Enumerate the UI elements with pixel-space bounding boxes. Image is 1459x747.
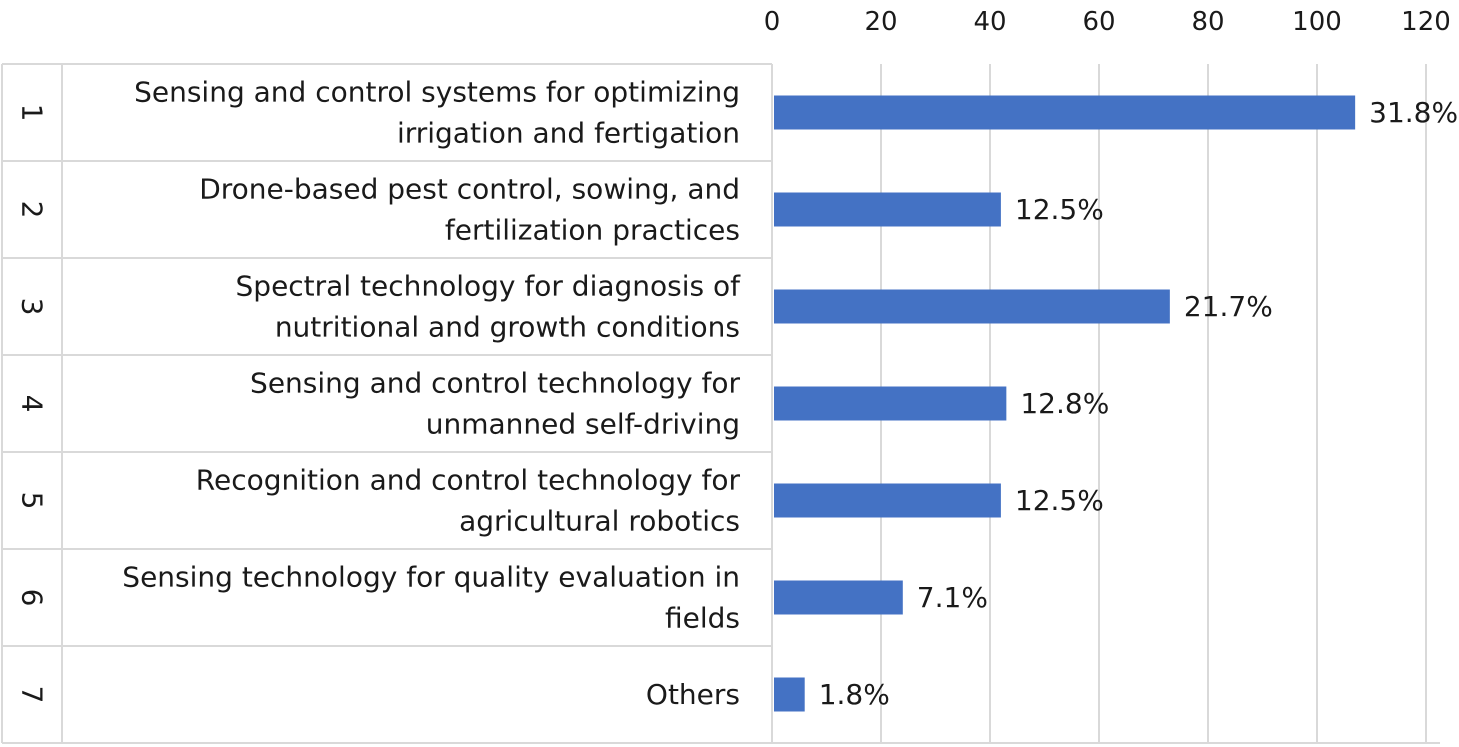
x-tick-label-80: 80: [1191, 7, 1224, 37]
category-label-3-line-1: Spectral technology for diagnosis of: [236, 270, 742, 303]
bars: [774, 95, 1356, 712]
category-label-4-line-2: unmanned self-driving: [426, 408, 740, 441]
data-labels: 31.8% 12.5% 21.7% 12.8% 12.5% 7.1% 1.8%: [819, 96, 1458, 711]
category-label-3-line-2: nutritional and growth conditions: [275, 311, 740, 344]
category-label-2-line-2: fertilization practices: [445, 214, 740, 247]
category-label-2-line-1: Drone-based pest control, sowing, and: [199, 173, 740, 206]
data-label-1: 31.8%: [1369, 96, 1458, 129]
data-label-3: 21.7%: [1184, 290, 1273, 323]
x-tick-label-0: 0: [764, 7, 781, 37]
rank-label-1: 1: [16, 104, 49, 122]
x-axis-ticks: 0 20 40 60 80 100 120: [764, 7, 1451, 37]
bar-4: [774, 386, 1007, 421]
bar-3: [774, 289, 1170, 324]
x-tick-label-20: 20: [864, 7, 897, 37]
bar-6: [774, 580, 903, 615]
rank-label-2: 2: [16, 201, 49, 219]
rank-label-5: 5: [16, 492, 49, 510]
x-tick-label-60: 60: [1082, 7, 1115, 37]
x-tick-label-120: 120: [1401, 7, 1451, 37]
data-label-2: 12.5%: [1015, 193, 1104, 226]
rank-label-7: 7: [16, 686, 49, 704]
category-label-4-line-1: Sensing and control technology for: [250, 367, 740, 400]
rank-label-4: 4: [16, 395, 49, 413]
data-label-5: 12.5%: [1015, 484, 1104, 517]
data-label-7: 1.8%: [819, 678, 890, 711]
x-tick-label-40: 40: [973, 7, 1006, 37]
data-label-4: 12.8%: [1020, 387, 1109, 420]
category-table: 1 Sensing and control systems for optimiz…: [1, 63, 1440, 744]
category-label-1-line-2: irrigation and fertigation: [397, 117, 740, 150]
category-label-6-line-1: Sensing technology for quality evaluatio…: [122, 561, 740, 594]
category-label-5-line-2: agricultural robotics: [459, 505, 740, 538]
gridlines: [880, 64, 1427, 743]
category-label-5-line-1: Recognition and control technology for: [196, 464, 741, 497]
category-label-7-line-1: Others: [646, 678, 740, 711]
category-label-6-line-2: fields: [665, 602, 740, 635]
data-label-6: 7.1%: [917, 581, 988, 614]
rank-label-3: 3: [16, 298, 49, 316]
bar-5: [774, 483, 1001, 518]
bar-7: [774, 677, 805, 712]
x-tick-label-100: 100: [1292, 7, 1342, 37]
category-label-1-line-1: Sensing and control systems for optimizi…: [134, 76, 740, 109]
rank-label-6: 6: [16, 589, 49, 607]
bar-1: [774, 95, 1356, 130]
bar-2: [774, 192, 1001, 227]
